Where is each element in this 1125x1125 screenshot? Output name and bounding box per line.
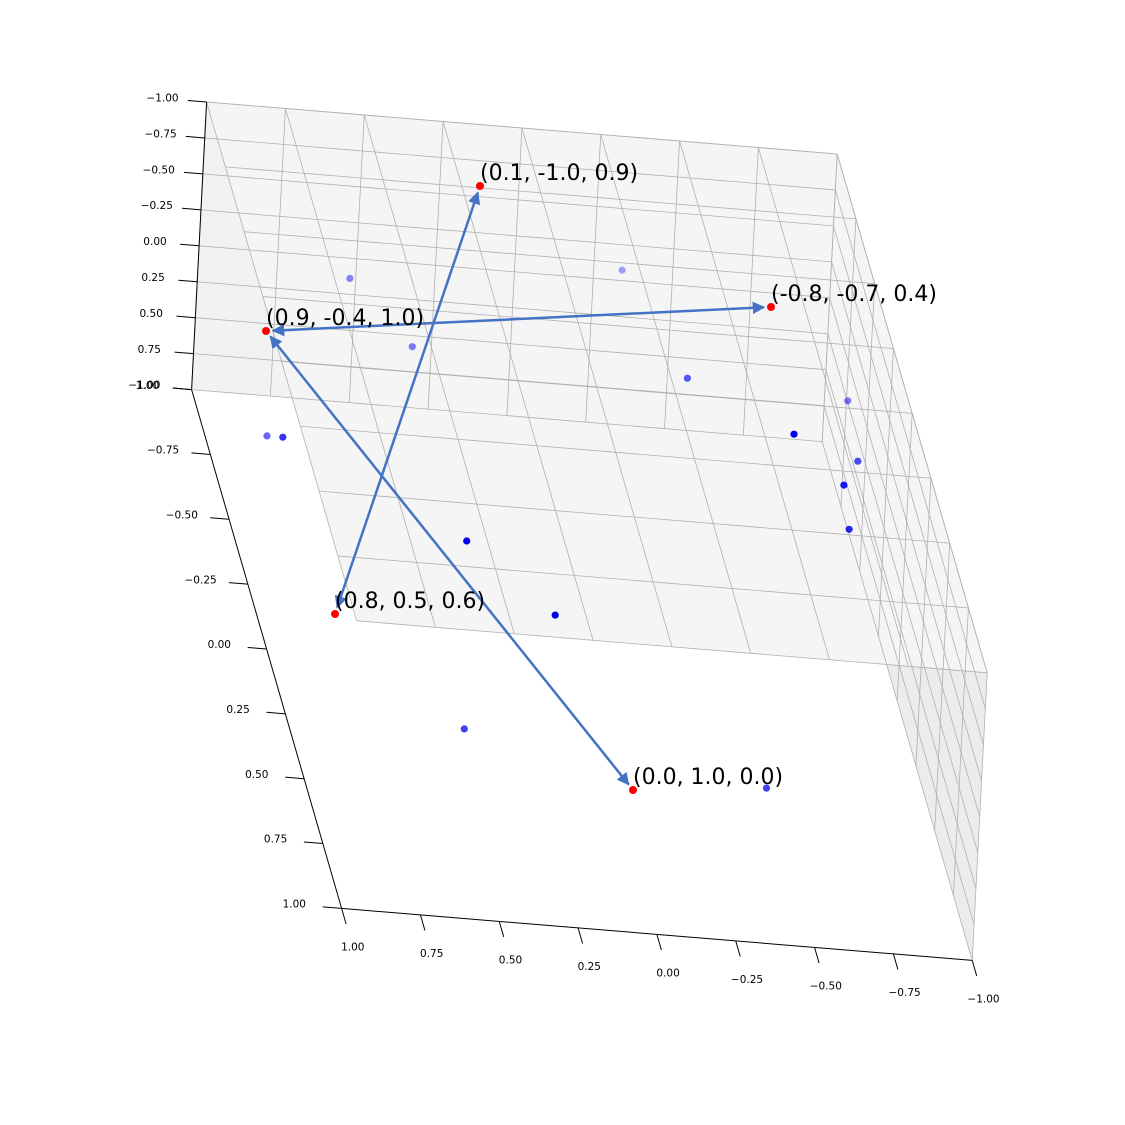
double-arrow bbox=[269, 335, 630, 786]
gridline bbox=[829, 297, 981, 817]
x-tick-label: 1.00 bbox=[341, 941, 364, 953]
z-tick-mark bbox=[180, 243, 200, 247]
z-tick-label: 0.50 bbox=[140, 308, 163, 320]
gridline bbox=[199, 245, 830, 299]
x-tick-mark bbox=[577, 927, 584, 944]
scatter-point bbox=[844, 397, 852, 405]
z-tick-label: 0.75 bbox=[138, 344, 161, 356]
y-tick-label: 0.00 bbox=[208, 639, 231, 651]
x-tick-label: −0.25 bbox=[731, 974, 763, 986]
x-tick-mark bbox=[892, 953, 899, 970]
z-tick-label: −1.00 bbox=[146, 92, 178, 104]
z-tick-label: −0.75 bbox=[145, 128, 177, 140]
z-tick-label: 0.25 bbox=[141, 272, 164, 284]
x-tick-label: 0.00 bbox=[656, 967, 679, 979]
labeled-point bbox=[331, 610, 339, 618]
chart-tick-labels: 1.00 0.75 0.50 0.25 0.00 −0.25 −0.50 −0.75 −1.00… bbox=[128, 92, 999, 1005]
x-tick-mark bbox=[971, 960, 978, 977]
y-tick-label: −0.50 bbox=[166, 509, 198, 521]
z-tick-label: −0.25 bbox=[141, 200, 173, 212]
gridline bbox=[827, 333, 979, 853]
x-tick-mark bbox=[498, 921, 505, 938]
scatter-point bbox=[346, 274, 354, 282]
x-tick-label: 0.25 bbox=[578, 961, 601, 973]
point-label: (0.8, 0.5, 0.6) bbox=[335, 589, 485, 614]
gridline bbox=[825, 369, 977, 889]
scatter-point bbox=[463, 537, 471, 545]
y-tick-label: −0.25 bbox=[185, 574, 217, 586]
x-tick-mark bbox=[341, 908, 347, 925]
y-tick-label: −1.00 bbox=[128, 380, 160, 392]
scatter-point bbox=[845, 525, 853, 533]
z-tick-mark bbox=[187, 99, 207, 103]
x-tick-label: −0.50 bbox=[810, 980, 842, 992]
chart-arrows bbox=[269, 191, 766, 786]
scatter-point bbox=[762, 784, 771, 792]
labeled-point bbox=[476, 182, 484, 190]
labeled-point bbox=[262, 327, 270, 335]
chart-axes bbox=[172, 99, 978, 977]
y-tick-label: −0.75 bbox=[147, 445, 179, 457]
z-tick-mark bbox=[185, 135, 205, 139]
point-label: (0.1, -1.0, 0.9) bbox=[480, 161, 638, 186]
z-tick-mark bbox=[176, 315, 196, 319]
gridline bbox=[934, 543, 951, 831]
z-tick-mark bbox=[178, 279, 198, 283]
point-label: (-0.8, -0.7, 0.4) bbox=[771, 282, 937, 307]
gridline bbox=[953, 607, 969, 896]
y-tick-mark bbox=[247, 646, 267, 650]
x-tick-mark bbox=[735, 940, 741, 957]
z-tick-mark bbox=[174, 351, 194, 355]
point-label: (0.0, 1.0, 0.0) bbox=[633, 765, 783, 790]
gridline bbox=[971, 672, 988, 961]
y-tick-mark bbox=[210, 517, 230, 520]
z-tick-label: 0.00 bbox=[143, 236, 166, 248]
labeled-point bbox=[767, 303, 775, 311]
point-label: (0.9, -0.4, 1.0) bbox=[266, 306, 424, 331]
x-tick-label: 0.50 bbox=[499, 954, 522, 966]
scatter-point bbox=[408, 343, 416, 351]
y-tick-mark bbox=[191, 452, 211, 455]
y-tick-mark bbox=[228, 582, 248, 585]
scatter-point bbox=[618, 266, 626, 274]
x-tick-mark bbox=[814, 947, 820, 964]
x-tick-label: −1.00 bbox=[967, 993, 999, 1005]
x-tick-mark bbox=[656, 934, 662, 951]
x-tick-label: 0.75 bbox=[420, 948, 443, 960]
x-tick-label: −0.75 bbox=[889, 987, 921, 999]
scatter-point bbox=[551, 611, 559, 619]
scatter-point bbox=[460, 725, 468, 733]
z-tick-label: 1.00 bbox=[136, 380, 159, 392]
y-tick-label: 0.25 bbox=[226, 704, 249, 716]
scatter-point bbox=[854, 457, 862, 465]
y-tick-label: 0.50 bbox=[245, 769, 268, 781]
z-tick-label: −0.50 bbox=[143, 164, 175, 176]
z-tick-mark bbox=[182, 207, 202, 211]
y-tick-mark bbox=[266, 711, 286, 715]
z-tick-mark bbox=[183, 171, 203, 175]
scatter-point bbox=[683, 374, 692, 382]
labeled-point bbox=[629, 786, 637, 794]
z-tick-mark bbox=[172, 387, 192, 391]
y-tick-label: 0.75 bbox=[264, 834, 287, 846]
scatter-point bbox=[840, 481, 848, 489]
gridline bbox=[915, 478, 932, 766]
y-tick-label: 1.00 bbox=[283, 899, 306, 911]
scatter-point bbox=[279, 433, 287, 441]
y-tick-mark bbox=[303, 841, 323, 845]
x-tick-mark bbox=[419, 914, 426, 931]
chart-panes bbox=[191, 102, 988, 961]
chart-labeled-points: (0.1, -1.0, 0.9) (-0.8, -0.7, 0.4) (0.9, -… bbox=[262, 161, 937, 794]
y-tick-mark bbox=[322, 906, 342, 909]
y-tick-mark bbox=[285, 776, 305, 780]
scatter-point bbox=[790, 430, 798, 438]
scatter-point bbox=[263, 432, 271, 440]
gridline bbox=[823, 405, 975, 925]
